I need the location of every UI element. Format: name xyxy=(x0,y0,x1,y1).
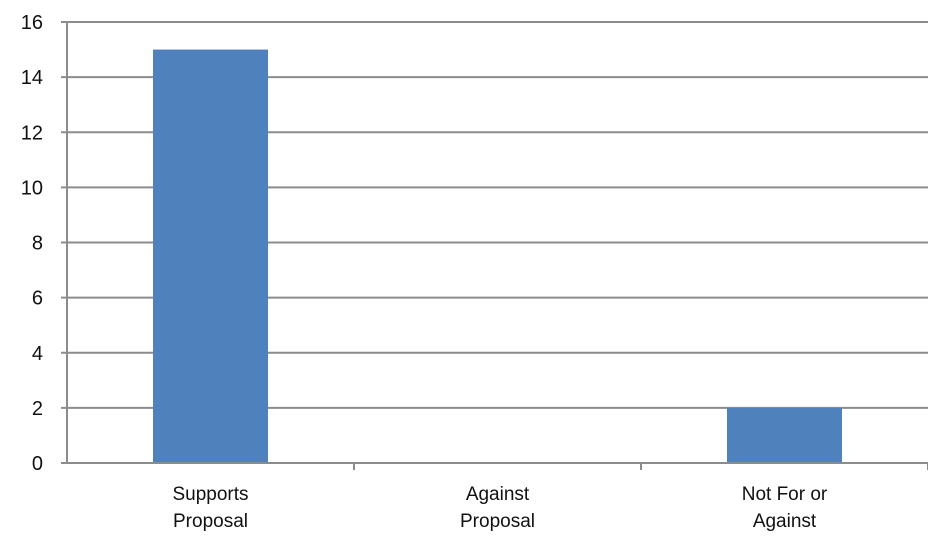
y-tick-label-6: 6 xyxy=(32,288,43,310)
x-category-label-0: Supports Proposal xyxy=(172,484,248,532)
x-category-label-line: Proposal xyxy=(173,511,248,532)
x-category-label-line: Against xyxy=(466,484,530,505)
x-category-label-line: Against xyxy=(753,511,817,532)
y-axis-ticks: 0 2 4 6 8 10 12 14 16 xyxy=(21,12,67,475)
x-category-label-1: Against Proposal xyxy=(460,484,535,532)
x-category-label-line: Proposal xyxy=(460,511,535,532)
y-tick-label-12: 12 xyxy=(21,122,43,144)
x-category-label-line: Supports xyxy=(172,484,248,505)
y-tick-label-8: 8 xyxy=(32,233,43,255)
x-axis-categories: Supports Proposal Against Proposal Not For o… xyxy=(172,484,827,532)
bar-0 xyxy=(153,49,268,463)
y-tick-label-10: 10 xyxy=(21,177,43,199)
y-tick-label-14: 14 xyxy=(21,67,43,89)
x-category-label-line: Not For or xyxy=(742,484,828,505)
y-tick-label-16: 16 xyxy=(21,12,43,34)
y-tick-label-2: 2 xyxy=(32,398,43,420)
y-tick-label-0: 0 xyxy=(32,453,43,475)
bars xyxy=(153,49,842,463)
x-category-label-2: Not For or Against xyxy=(742,484,828,532)
y-tick-label-4: 4 xyxy=(32,343,43,365)
bar-2 xyxy=(727,407,842,463)
